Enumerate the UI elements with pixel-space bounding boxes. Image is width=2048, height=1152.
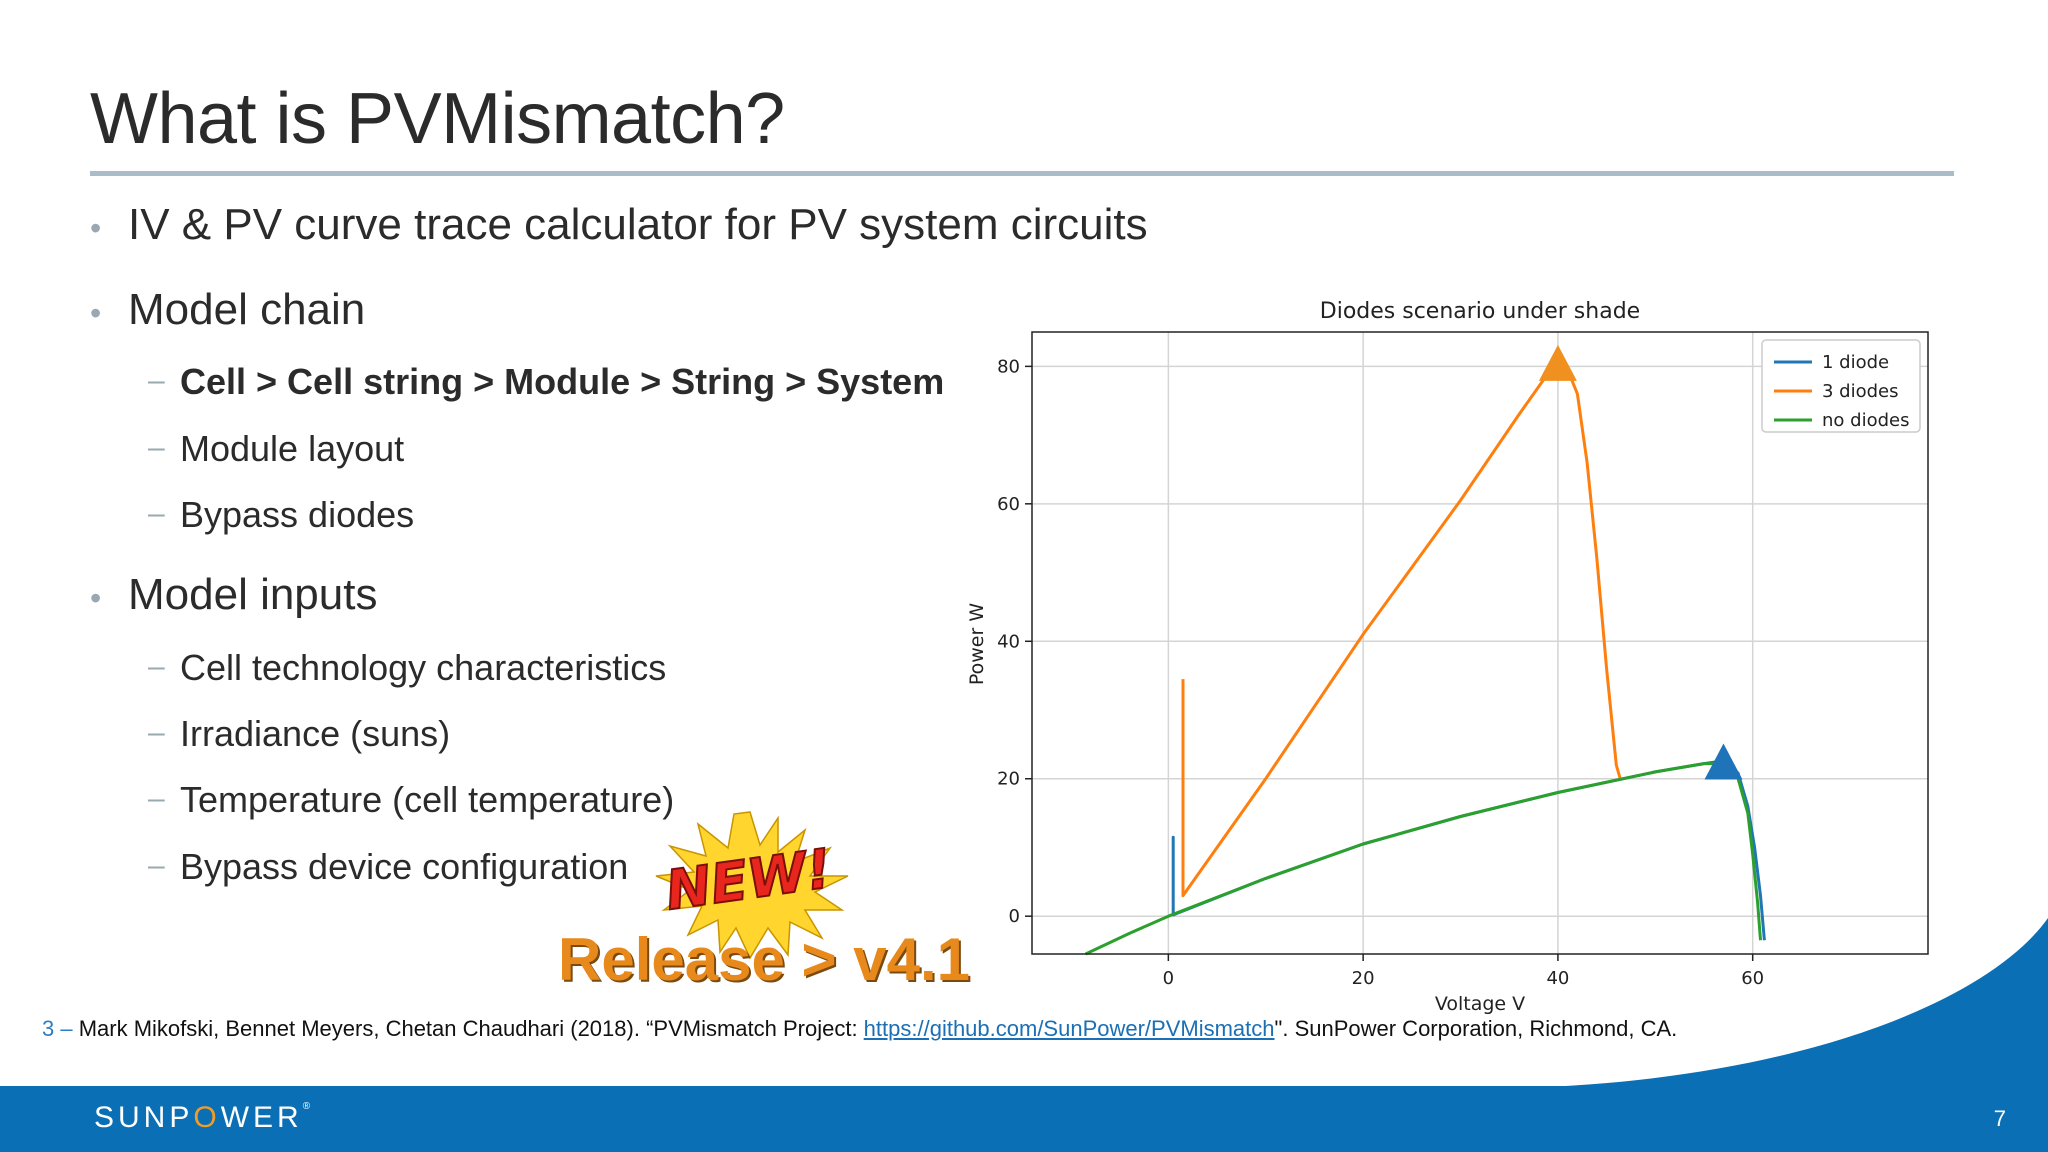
chart-series [1084,361,1766,956]
sub-bullet-item: Irradiance (suns) [180,713,451,754]
y-tick-label: 60 [997,494,1020,515]
bullet-marker: • [90,210,102,246]
reference-link[interactable]: https://github.com/SunPower/PVMismatch [863,1016,1275,1041]
y-tick-label: 80 [997,356,1020,377]
sub-bullet-marker: – [148,849,165,882]
logo-text-end: WER [220,1101,303,1134]
legend-label: 1 diode [1822,352,1889,373]
x-tick-label: 60 [1741,968,1764,989]
sub-bullet-item: Temperature (cell temperature) [180,779,675,820]
power-voltage-chart: Diodes scenario under shade 0 20 40 60 0 20 40… [966,299,1929,1015]
logo-text: SUNP [94,1101,194,1134]
sub-bullet-item: Bypass diodes [180,494,415,535]
reference-text-end: ". SunPower Corporation, Richmond, CA. [1274,1016,1678,1041]
y-tick-label: 40 [997,631,1020,652]
sub-bullet-marker: – [148,497,165,530]
series-line [1181,361,1622,898]
bullet-marker: • [90,295,102,331]
bullet-item: IV & PV curve trace calculator for PV sy… [128,200,1148,249]
chart-grid [1032,332,1928,954]
plot-frame [1031,331,1929,955]
bullet-list: • IV & PV curve trace calculator for PV … [0,0,1148,1000]
max-power-marker [1538,344,1577,381]
starburst-shape [655,811,849,960]
new-starburst-badge: NEW! [655,811,849,960]
bullet-item: Model inputs [128,570,378,619]
legend-label: 3 diodes [1822,381,1899,402]
series-line [1171,759,1766,941]
sub-bullet-marker: – [148,431,165,464]
chart-legend: 1 diode 3 diodes no diodes [1761,339,1921,433]
legend-label: no diodes [1822,410,1909,431]
sub-bullet-item: Bypass device configuration [180,846,629,887]
sub-bullet-marker: – [148,782,165,815]
reference-footnote: 3 – Mark Mikofski, Bennet Meyers, Chetan… [42,1016,1677,1042]
bullet-item: Model chain [128,285,366,334]
slide-title: What is PVMismatch? [90,79,785,159]
bullet-marker: • [90,580,102,616]
sunpower-logo: SUNPOWER® [94,1101,310,1135]
title-divider [90,171,1954,176]
page-number: 7 [1993,1106,2006,1131]
logo-sun-o: O [193,1101,221,1134]
sub-bullet-marker: – [148,364,165,397]
x-axis-label: Voltage V [1435,993,1525,1015]
y-tick-label: 20 [997,769,1020,790]
sub-bullet-marker: – [148,650,165,683]
series-line [1084,762,1762,956]
chart-title: Diodes scenario under shade [1320,299,1640,324]
x-tick-label: 20 [1352,968,1375,989]
footer-bar [0,1086,2048,1152]
sub-bullet-item: Cell technology characteristics [180,647,667,688]
x-tick-label: 40 [1546,968,1569,989]
sub-bullet-item: Cell > Cell string > Module > String > S… [180,361,945,402]
y-axis-label: Power W [966,603,988,685]
max-power-marker [1704,743,1743,780]
logo-registered-mark: ® [302,1101,311,1112]
sub-bullet-item: Module layout [180,428,405,469]
x-tick-label: 0 [1163,968,1174,989]
reference-text: Mark Mikofski, Bennet Meyers, Chetan Cha… [72,1016,864,1041]
chart-markers [1538,344,1743,780]
reference-number: 3 – [42,1016,73,1041]
y-tick-label: 0 [1009,906,1020,927]
release-callout: Release > v4.1 [558,926,971,993]
chart-ticks: 0 20 40 60 0 20 40 60 80 [997,356,1764,989]
sub-bullet-marker: – [148,716,165,749]
